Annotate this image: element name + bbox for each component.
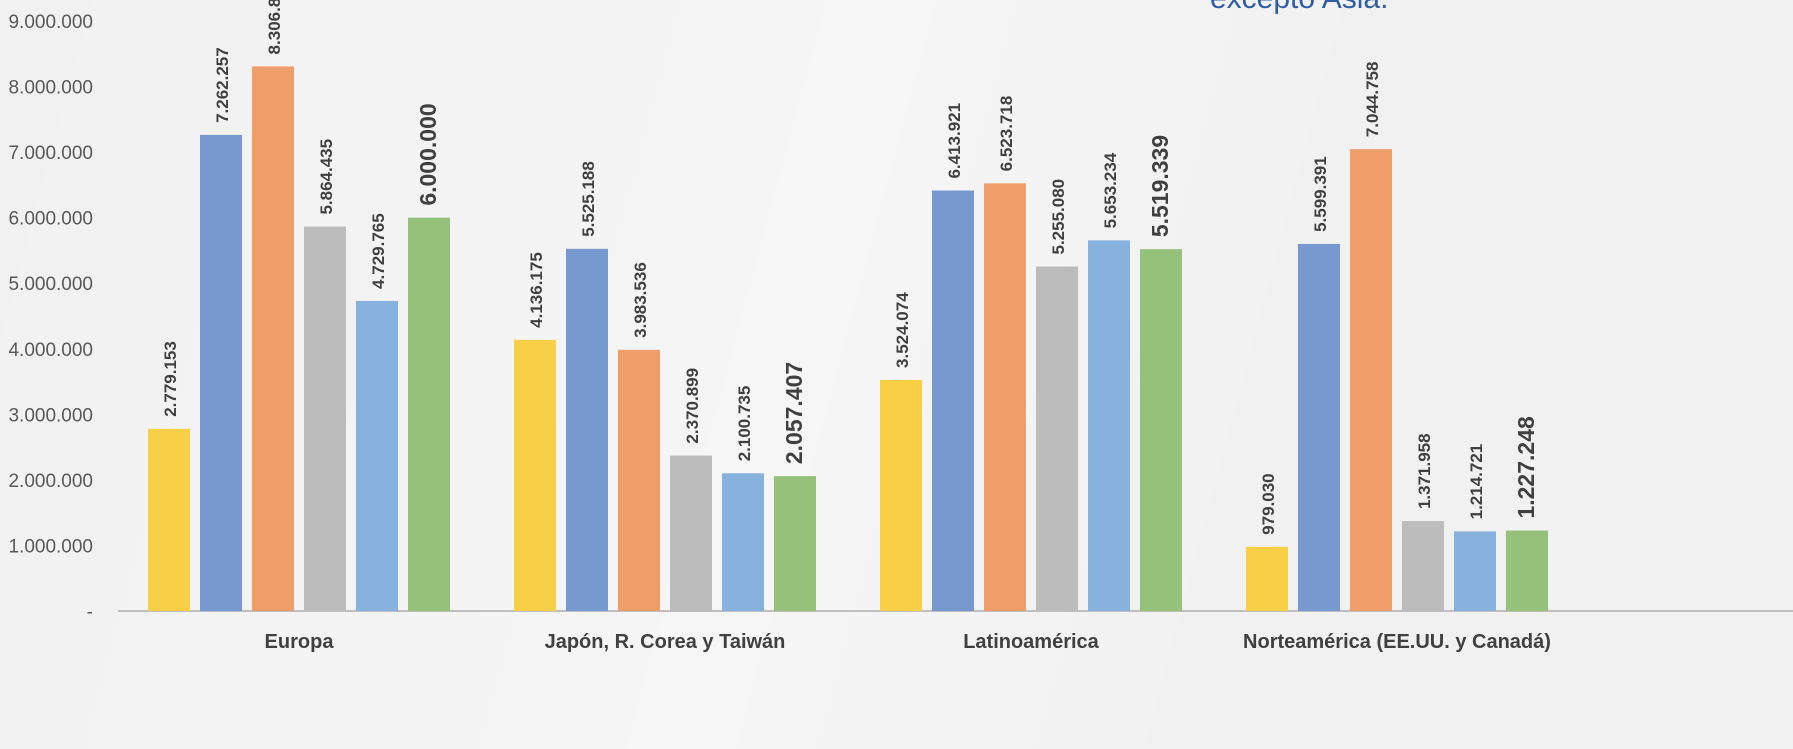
bar-value-label: 7.262.257 [213, 47, 232, 123]
y-tick-label: 1.000.000 [8, 536, 93, 557]
bar-value-label: 2.057.407 [781, 362, 807, 464]
bar [148, 428, 190, 611]
y-tick-label: 9.000.000 [8, 12, 93, 33]
bar [1454, 531, 1496, 611]
bar-value-label: 5.255.080 [1049, 179, 1068, 255]
bar [880, 379, 922, 611]
y-tick-label: 5.000.000 [8, 274, 93, 295]
y-tick-label: - [87, 602, 93, 623]
chart-title-fragment: excepto Asia. [1210, 0, 1388, 16]
bar [618, 349, 660, 611]
bar-value-label: 2.370.899 [683, 368, 702, 444]
bar [1088, 240, 1130, 611]
bar [1298, 243, 1340, 611]
bar-value-label: 2.100.735 [735, 386, 754, 462]
bar-value-label: 7.044.758 [1363, 62, 1382, 138]
bar [984, 183, 1026, 611]
bar-value-label: 5.864.435 [317, 139, 336, 215]
bar-value-label: 1.371.958 [1415, 433, 1434, 509]
bar [670, 455, 712, 611]
category-label: Norteamérica (EE.UU. y Canadá) [1243, 631, 1551, 653]
bar [514, 339, 556, 611]
bar-value-label: 5.525.188 [579, 161, 598, 237]
category-label: Europa [265, 631, 335, 653]
bar [1506, 530, 1548, 611]
bar [1246, 546, 1288, 611]
bar-value-label: 3.983.536 [631, 262, 650, 338]
y-tick-label: 4.000.000 [8, 340, 93, 361]
bar-value-label: 5.599.391 [1311, 156, 1330, 232]
bar-value-label: 6.523.718 [997, 96, 1016, 172]
bar-value-label: 4.136.175 [527, 252, 546, 328]
y-tick-label: 3.000.000 [8, 405, 93, 426]
bar-value-label: 979.030 [1259, 473, 1278, 534]
bar-value-label: 5.519.339 [1147, 135, 1173, 237]
category-label: Latinoamérica [963, 631, 1099, 653]
bar-value-label: 6.413.921 [945, 103, 964, 179]
y-tick-label: 8.000.000 [8, 78, 93, 99]
bar-value-label: 4.729.765 [369, 213, 388, 289]
bar-value-label: 6.000.000 [415, 103, 441, 205]
bar [304, 226, 346, 611]
y-tick-label: 2.000.000 [8, 471, 93, 492]
bar [1350, 149, 1392, 611]
bar [566, 248, 608, 612]
bar-value-label: 5.653.234 [1101, 152, 1120, 228]
bar-value-label: 2.779.153 [161, 341, 180, 417]
bar-value-label: 1.214.721 [1467, 444, 1486, 520]
bar [1402, 521, 1444, 611]
bar [252, 66, 294, 611]
bar [200, 134, 242, 611]
bar-value-label: 8.306.829 [265, 0, 284, 54]
bar [774, 476, 816, 611]
bar [408, 217, 450, 611]
category-label: Japón, R. Corea y Taiwán [545, 631, 786, 653]
bar [356, 300, 398, 611]
bar-value-label: 3.524.074 [893, 292, 912, 368]
y-tick-label: 6.000.000 [8, 209, 93, 230]
bar [1036, 266, 1078, 611]
y-tick-label: 7.000.000 [8, 143, 93, 164]
bar [932, 190, 974, 611]
bar [1140, 249, 1182, 611]
bar-value-label: 1.227.248 [1513, 416, 1539, 519]
bar [722, 473, 764, 611]
